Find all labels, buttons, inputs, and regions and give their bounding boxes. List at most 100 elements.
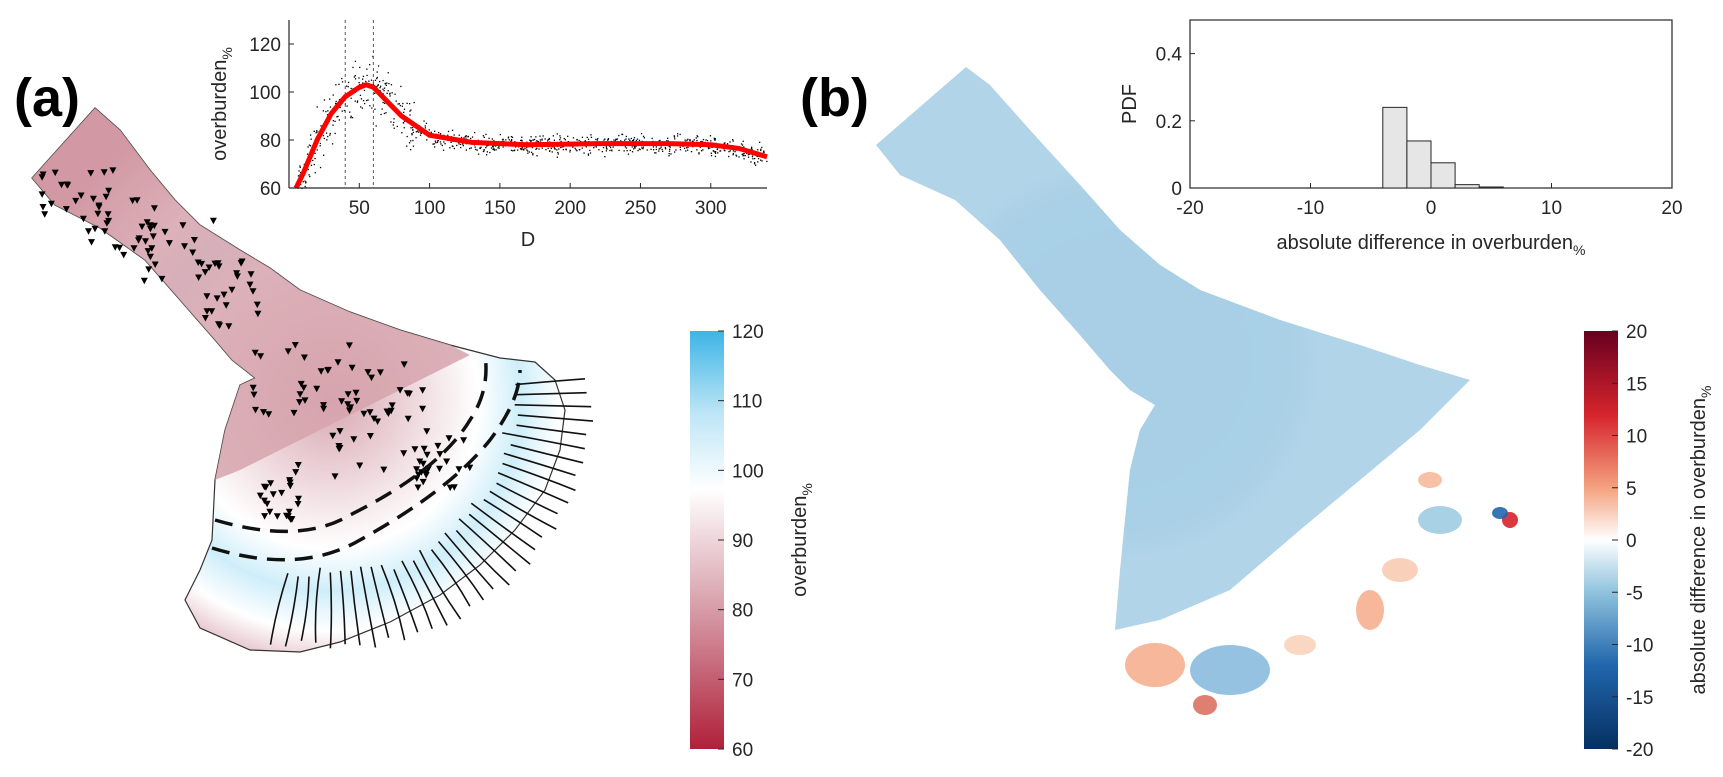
- drainage-channel: [470, 502, 536, 551]
- scatter-point: [548, 138, 551, 140]
- scatter-point: [712, 150, 714, 152]
- scatter-point: [412, 131, 414, 134]
- y-ticks: 0 0.2 0.4: [1156, 45, 1195, 200]
- scatter-point: [560, 146, 562, 149]
- scatter-point: [451, 129, 454, 131]
- station-marker: [247, 271, 255, 278]
- scatter-point: [760, 149, 762, 152]
- scatter-point: [544, 138, 546, 140]
- drainage-channel: [284, 576, 299, 647]
- scatter-point: [386, 82, 388, 84]
- station-marker: [301, 397, 309, 404]
- scatter-point: [668, 155, 670, 157]
- scatter-point: [412, 129, 414, 131]
- scatter-point: [530, 140, 532, 143]
- histogram-bar: [1430, 162, 1456, 189]
- scatter-point: [536, 147, 538, 149]
- station-marker: [290, 409, 298, 417]
- colorbar-tick-label: 5: [1626, 479, 1637, 500]
- scatter-point: [332, 94, 334, 96]
- scatter-point: [486, 145, 488, 147]
- station-marker: [140, 277, 148, 285]
- scatter-point: [403, 108, 406, 110]
- x-tick-label: 0: [1426, 198, 1437, 219]
- scatter-point: [610, 146, 612, 149]
- scatter-point: [362, 78, 364, 80]
- scatter-point: [319, 142, 321, 145]
- scatter-point: [701, 140, 703, 143]
- scatter-point: [308, 144, 311, 146]
- scatter-points: [297, 55, 768, 190]
- scatter-point: [761, 160, 763, 162]
- scatter-point: [719, 150, 722, 152]
- scatter-point: [631, 151, 634, 153]
- scatter-point: [314, 152, 316, 154]
- scatter-point: [323, 137, 325, 140]
- scatter-point: [386, 92, 388, 94]
- x-tick-label: 250: [625, 198, 657, 219]
- scatter-point: [621, 133, 623, 135]
- scatter-point: [485, 147, 487, 149]
- scatter-point: [452, 145, 454, 148]
- station-marker: [366, 409, 374, 416]
- drainage-channel: [489, 490, 557, 530]
- scatter-point: [637, 149, 639, 152]
- scatter-point: [376, 76, 378, 79]
- scatter-point: [539, 139, 541, 141]
- station-marker: [179, 222, 187, 229]
- station-marker: [436, 465, 443, 473]
- scatter-point: [549, 150, 551, 152]
- scatter-point: [458, 143, 460, 145]
- scatter-point: [710, 155, 713, 157]
- scatter-point: [440, 143, 442, 145]
- scatter-point: [631, 139, 634, 142]
- station-marker: [370, 415, 378, 423]
- scatter-point: [686, 139, 688, 141]
- scatter-point: [669, 148, 671, 150]
- scatter-point: [393, 127, 395, 129]
- station-marker: [300, 354, 308, 361]
- scatter-point: [651, 137, 653, 140]
- scatter-point: [492, 146, 494, 148]
- station-marker: [100, 169, 108, 176]
- scatter-point: [625, 135, 627, 138]
- difference-patches: [1125, 472, 1518, 715]
- scatter-point: [754, 162, 756, 164]
- scatter-point: [609, 149, 611, 152]
- scatter-point: [530, 151, 533, 153]
- scatter-point: [523, 149, 525, 151]
- scatter-point: [316, 130, 318, 132]
- station-marker: [334, 359, 342, 366]
- scatter-point: [360, 106, 362, 108]
- scatter-point: [569, 151, 571, 153]
- scatter-point: [581, 136, 584, 138]
- scatter-point: [357, 100, 359, 102]
- scatter-point: [374, 92, 376, 94]
- scatter-point: [623, 150, 625, 152]
- scatter-point: [693, 139, 695, 141]
- station-marker: [201, 269, 209, 276]
- scatter-point: [390, 121, 392, 123]
- scatter-point: [529, 139, 531, 141]
- drainage-channel: [412, 560, 448, 626]
- station-marker: [63, 181, 71, 188]
- scatter-point: [483, 149, 485, 151]
- scatter-point: [717, 152, 719, 154]
- scatter-point: [638, 148, 640, 150]
- scatter-point: [734, 151, 736, 153]
- scatter-point: [741, 144, 744, 146]
- scatter-point: [430, 131, 432, 133]
- scatter-point: [409, 114, 411, 116]
- scatter-point: [551, 151, 553, 153]
- colorbar-tick-label: 120: [732, 322, 764, 343]
- scatter-point: [713, 139, 716, 141]
- scatter-point: [567, 135, 569, 137]
- colorbar-b-ticks: 20 15 10 5 0 -5 -10 -15 -20: [1612, 322, 1653, 761]
- station-marker: [151, 261, 159, 268]
- scatter-point: [679, 133, 681, 136]
- scatter-point: [759, 141, 761, 143]
- scatter-point: [668, 153, 670, 155]
- scatter-point: [683, 147, 686, 149]
- drainage-channel: [455, 529, 510, 586]
- colorbar-b: 20 15 10 5 0 -5 -10 -15 -20 absolute difference …: [1584, 322, 1714, 761]
